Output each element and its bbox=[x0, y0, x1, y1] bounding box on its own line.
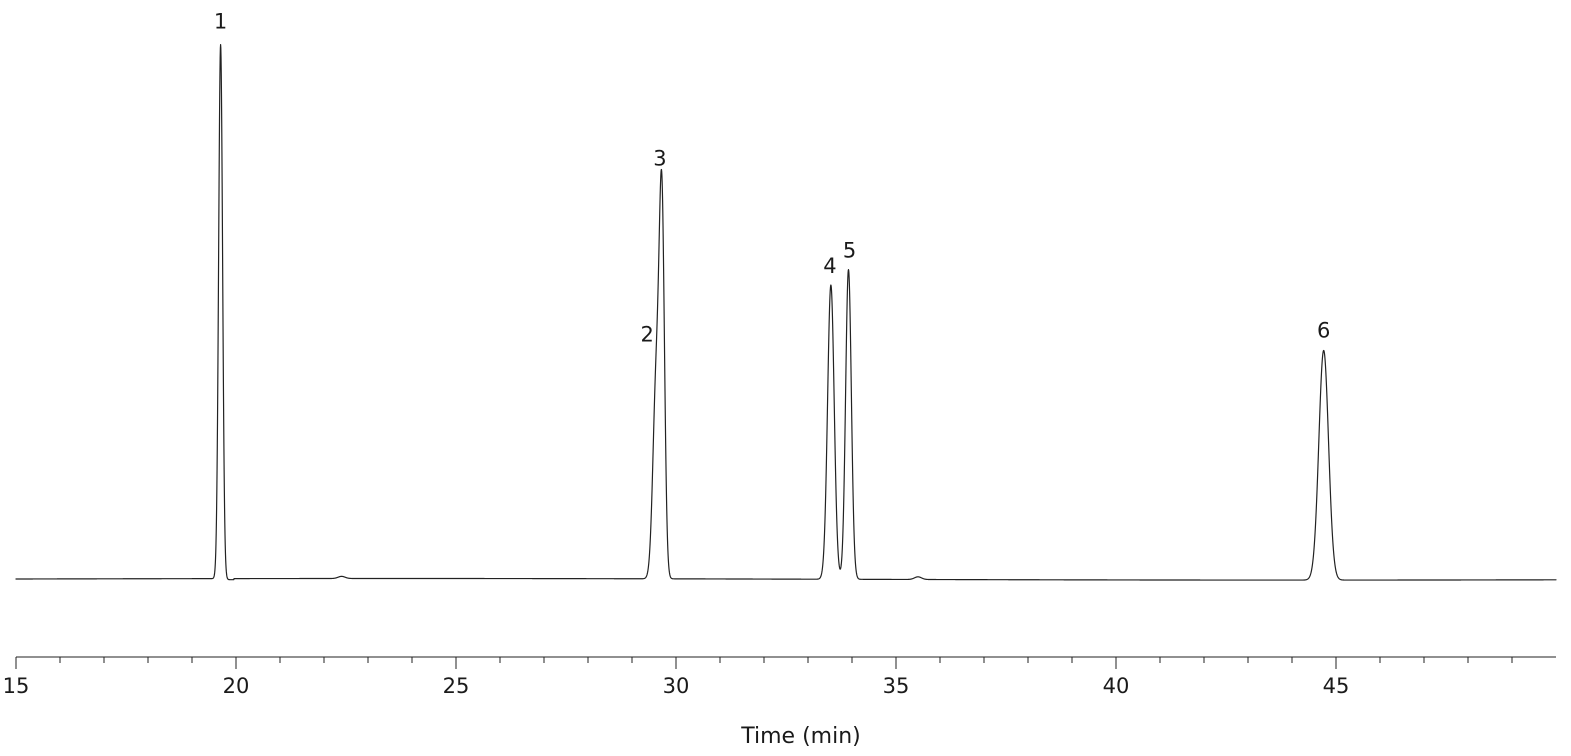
peak-label-1: 1 bbox=[214, 10, 227, 34]
peak-label-2: 2 bbox=[641, 323, 654, 347]
x-tick-label: 20 bbox=[223, 674, 250, 698]
x-tick-label: 35 bbox=[883, 674, 910, 698]
x-axis: 15 20 25 30 35 40 45 bbox=[3, 656, 1556, 698]
peak-label-5: 5 bbox=[843, 238, 856, 262]
peak-label-4: 4 bbox=[823, 254, 836, 278]
x-tick-label: 30 bbox=[663, 674, 690, 698]
peak-label-layer: 1 2 3 45 6 bbox=[214, 10, 1330, 347]
peak-label-3: 3 bbox=[653, 146, 666, 170]
x-tick-label: 45 bbox=[1323, 674, 1350, 698]
trace-layer bbox=[15, 44, 1557, 581]
chromatogram-trace bbox=[15, 44, 1557, 581]
peak-label-6: 6 bbox=[1317, 318, 1330, 342]
x-axis-title: Time (min) bbox=[740, 724, 861, 749]
x-tick-label: 40 bbox=[1103, 674, 1130, 698]
x-tick-label: 25 bbox=[443, 674, 470, 698]
x-tick-label: 15 bbox=[3, 674, 30, 698]
